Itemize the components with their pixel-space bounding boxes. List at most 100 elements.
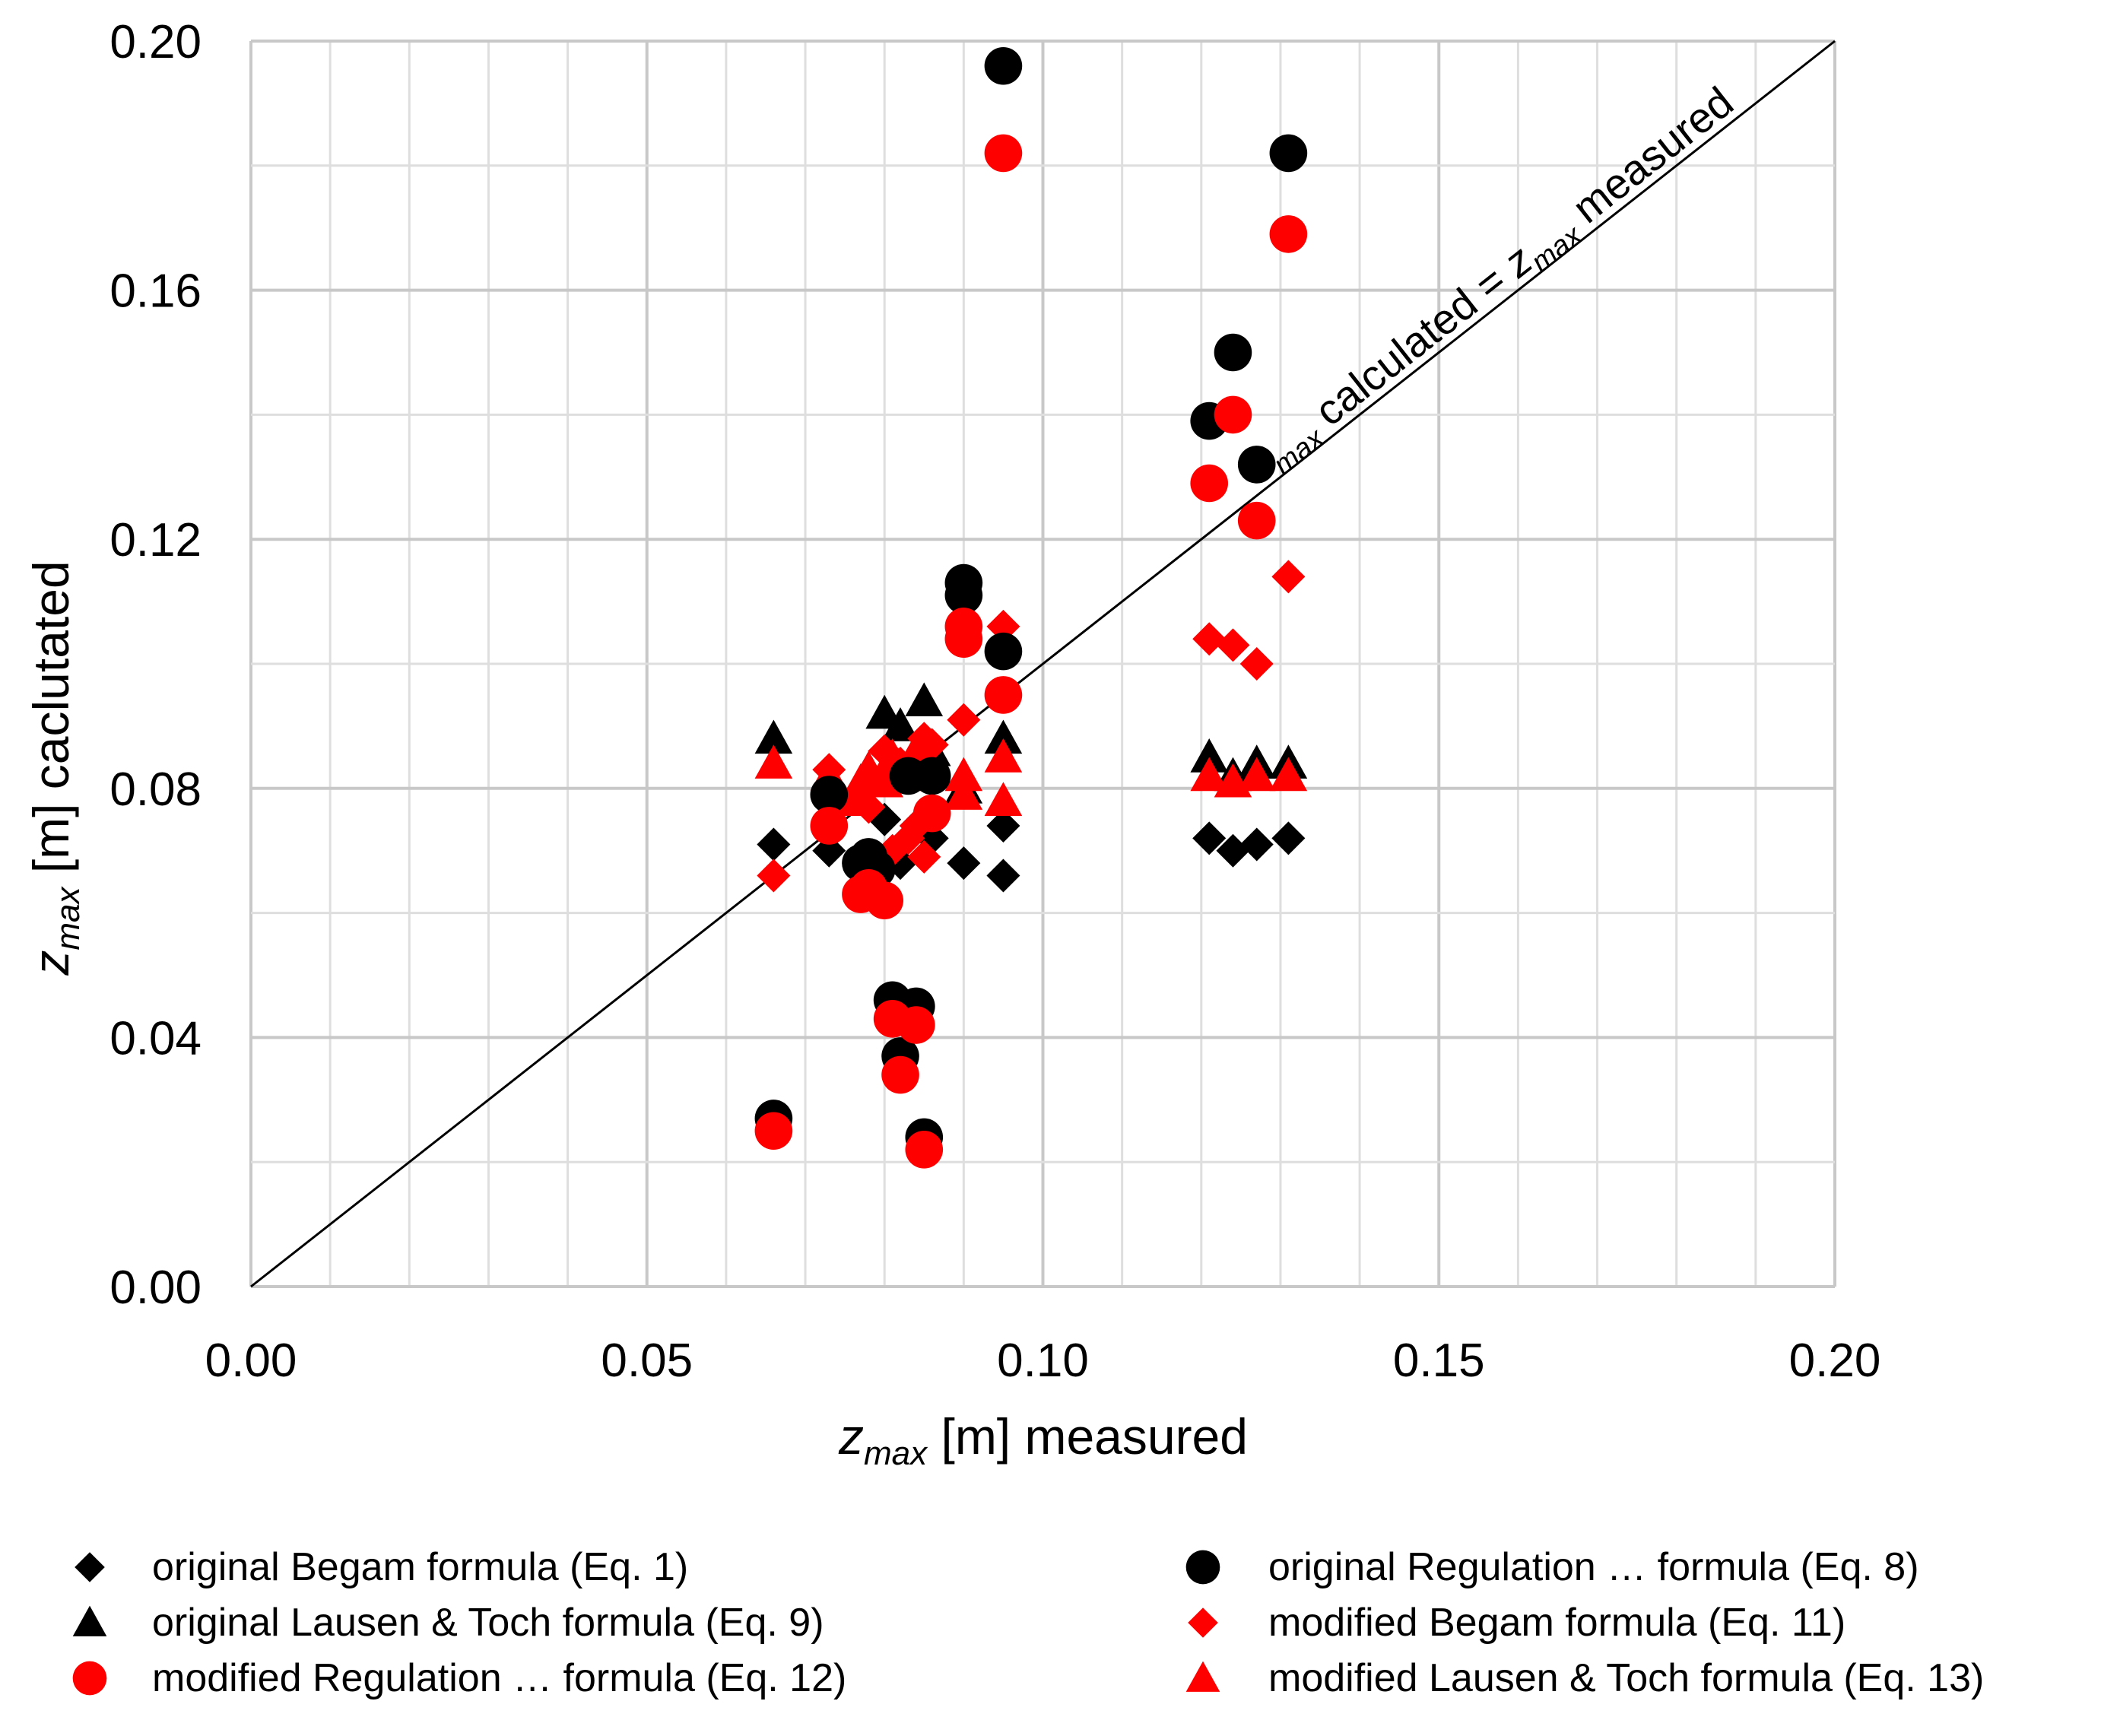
data-point <box>984 134 1023 173</box>
x-tick-label: 0.10 <box>997 1335 1089 1387</box>
data-point <box>1190 738 1229 773</box>
y-tick-label: 0.08 <box>109 763 202 816</box>
x-tick-label: 0.20 <box>1789 1335 1881 1387</box>
series-group <box>754 134 1308 1169</box>
grid <box>249 40 1836 1288</box>
data-point <box>757 858 791 893</box>
data-point <box>810 776 849 814</box>
legend-item: modified Regulation … formula (Eq. 12) <box>72 1656 846 1700</box>
identity-label-mid: calculated = <box>1296 249 1525 442</box>
data-point <box>944 776 983 810</box>
data-points <box>754 46 1308 1169</box>
data-point <box>905 1131 944 1169</box>
data-point <box>1239 647 1274 681</box>
data-point <box>912 794 951 833</box>
data-point <box>905 682 944 716</box>
data-point <box>1269 134 1308 173</box>
data-point <box>1190 464 1229 503</box>
data-point <box>1214 333 1252 372</box>
identity-line-label: zmax calculated = zmax measured <box>1236 78 1747 495</box>
legend-item: modified Begam formula (Eq. 11) <box>1188 1601 1846 1645</box>
legend-marker <box>1188 1607 1218 1638</box>
data-point <box>912 757 951 795</box>
data-point <box>757 827 791 862</box>
data-point <box>1239 827 1274 862</box>
data-point <box>1214 395 1252 434</box>
data-point <box>907 839 941 874</box>
legend-marker <box>75 1552 105 1582</box>
data-point <box>984 738 1023 773</box>
data-point <box>944 576 983 614</box>
data-point <box>881 707 919 741</box>
legend: original Begam formula (Eq. 1) original R… <box>72 1545 1984 1700</box>
x-axis-label: zmax [m] measured <box>838 1408 1248 1472</box>
y-tick-label: 0.00 <box>109 1262 202 1314</box>
data-point <box>984 632 1023 671</box>
data-point <box>1271 821 1306 855</box>
legend-label: modified Lausen & Toch formula (Eq. 13) <box>1268 1656 1984 1700</box>
data-point <box>944 757 983 792</box>
y-axis-label-rest: [m] caclutated <box>23 560 79 887</box>
data-point <box>1237 501 1276 540</box>
data-point <box>984 719 1023 754</box>
data-point <box>986 858 1020 893</box>
x-tick-label: 0.05 <box>601 1335 693 1387</box>
y-tick-label: 0.12 <box>109 514 202 567</box>
data-point <box>881 1055 919 1094</box>
data-point <box>810 807 849 845</box>
data-point <box>865 881 903 920</box>
y-axis-label-sub: max <box>49 886 87 951</box>
data-point <box>944 620 983 659</box>
data-point <box>984 676 1023 714</box>
legend-label: modified Begam formula (Eq. 11) <box>1268 1601 1846 1645</box>
series-group <box>754 46 1308 1157</box>
data-point <box>1216 833 1250 868</box>
legend-label: original Begam formula (Eq. 1) <box>152 1545 688 1589</box>
data-point <box>986 808 1020 843</box>
legend-item: original Lausen & Toch formula (Eq. 9) <box>72 1601 824 1645</box>
data-point <box>897 1006 935 1044</box>
data-point <box>1237 446 1276 484</box>
data-point <box>833 782 872 817</box>
x-tick-label: 0.00 <box>205 1335 297 1387</box>
data-point <box>1192 622 1227 656</box>
data-point <box>1269 215 1308 253</box>
data-point <box>1269 757 1308 792</box>
data-point <box>1216 628 1250 662</box>
data-point <box>947 846 981 881</box>
legend-item: original Begam formula (Eq. 1) <box>75 1545 688 1589</box>
data-point <box>1190 757 1229 792</box>
identity-label-end: measured <box>1554 78 1742 240</box>
data-point <box>1192 821 1227 855</box>
y-tick-label: 0.20 <box>109 16 202 68</box>
y-axis-label-var: z <box>23 951 79 976</box>
legend-label: modified Regulation … formula (Eq. 12) <box>152 1656 846 1700</box>
data-point <box>754 1112 793 1150</box>
legend-marker <box>1185 1550 1220 1585</box>
x-axis-label-rest: [m] measured <box>927 1408 1248 1465</box>
legend-label: original Lausen & Toch formula (Eq. 9) <box>152 1601 824 1645</box>
legend-item: original Regulation … formula (Eq. 8) <box>1185 1545 1919 1589</box>
x-axis-label-sub: max <box>864 1435 928 1472</box>
data-point <box>1271 560 1306 594</box>
tick-labels: 0.00 0.05 0.10 0.15 0.20 0.00 0.04 0.08 0.12 0.16… <box>109 16 1880 1387</box>
x-tick-label: 0.15 <box>1393 1335 1485 1387</box>
data-point <box>984 782 1023 817</box>
data-point <box>754 719 793 754</box>
identity-line <box>250 40 1836 1288</box>
data-point <box>984 46 1023 85</box>
x-axis-label-var: z <box>838 1408 864 1465</box>
legend-item: modified Lausen & Toch formula (Eq. 13) <box>1185 1656 1984 1700</box>
legend-marker <box>72 1605 107 1636</box>
y-tick-label: 0.16 <box>109 265 202 318</box>
data-point <box>1237 757 1276 792</box>
legend-label: original Regulation … formula (Eq. 8) <box>1268 1545 1919 1589</box>
legend-marker <box>1185 1661 1220 1692</box>
legend-marker <box>72 1661 107 1696</box>
data-point <box>754 744 793 779</box>
y-axis-label: zmax [m] caclutated <box>23 560 87 976</box>
y-tick-label: 0.04 <box>109 1012 202 1065</box>
series-group <box>757 560 1306 893</box>
data-point <box>947 703 981 737</box>
